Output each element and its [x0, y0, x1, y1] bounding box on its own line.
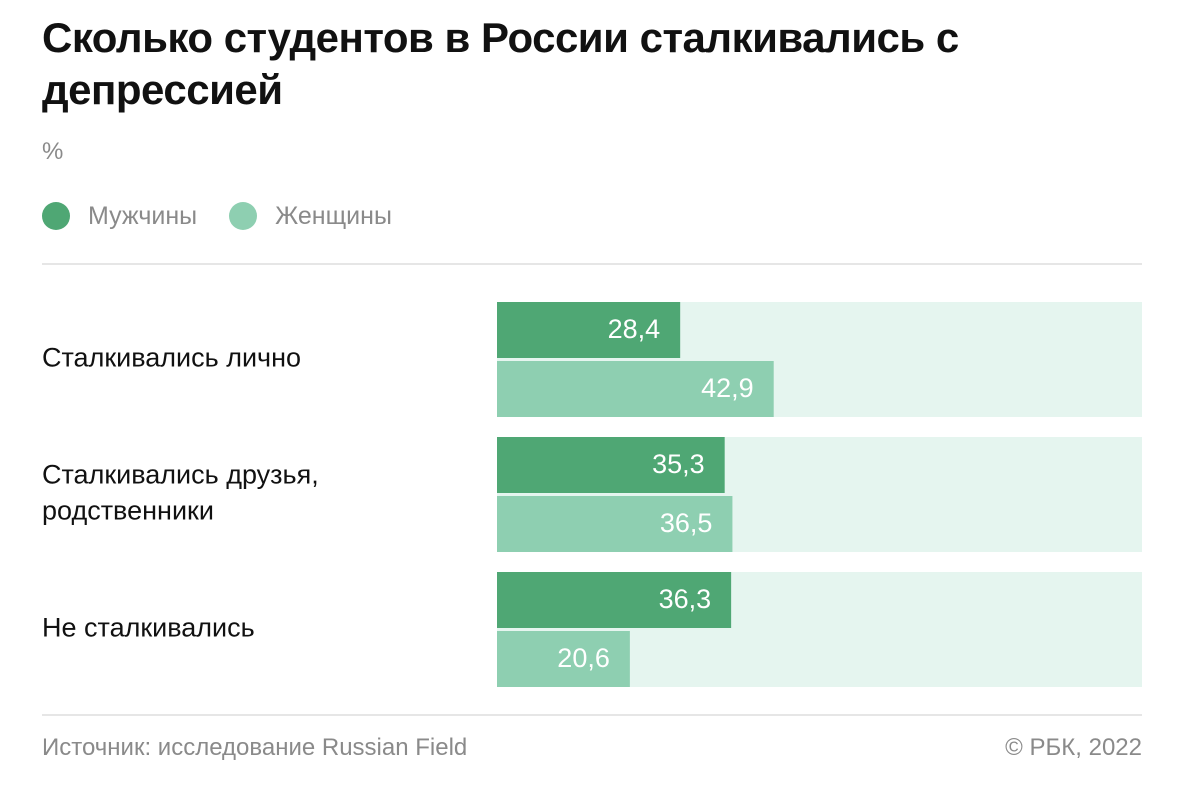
data-label-men-not-faced: 36,3	[659, 584, 712, 614]
data-label-men-friends-relatives: 35,3	[652, 449, 705, 479]
bar-men-not-faced	[497, 572, 732, 628]
legend: Мужчины Женщины	[42, 200, 392, 232]
bar-men-friends-relatives	[497, 437, 725, 493]
legend-item-men: Мужчины	[42, 202, 197, 231]
bar-women-not-faced	[497, 631, 630, 687]
data-label-women-friends-relatives: 36,5	[660, 508, 713, 538]
category-label-personally: Сталкивались лично	[42, 343, 301, 373]
chart-title: Сколько студентов в России сталкивались …	[42, 14, 959, 113]
legend-swatch-men	[42, 202, 70, 230]
top-divider	[42, 263, 1142, 265]
data-label-men-personally: 28,4	[608, 314, 661, 344]
unit-label: %	[42, 138, 64, 165]
source-note: Источник: исследование Russian Field	[42, 734, 468, 761]
data-label-women-personally: 42,9	[701, 373, 754, 403]
copyright-note: © РБК, 2022	[1005, 734, 1142, 761]
category-label-friends-relatives: Сталкивались друзья, родственники	[42, 460, 319, 526]
legend-swatch-women	[229, 202, 258, 230]
category-label-not-faced: Не сталкивались	[42, 613, 255, 643]
legend-label-women: Женщины	[275, 201, 392, 230]
legend-item-women: Женщины	[229, 202, 392, 231]
bar-men-personally	[497, 302, 681, 358]
bar-women-friends-relatives	[497, 496, 733, 552]
data-label-women-not-faced: 20,6	[557, 643, 610, 673]
bar-women-personally	[497, 361, 774, 417]
bottom-divider	[42, 714, 1142, 716]
legend-label-men: Мужчины	[88, 201, 198, 230]
